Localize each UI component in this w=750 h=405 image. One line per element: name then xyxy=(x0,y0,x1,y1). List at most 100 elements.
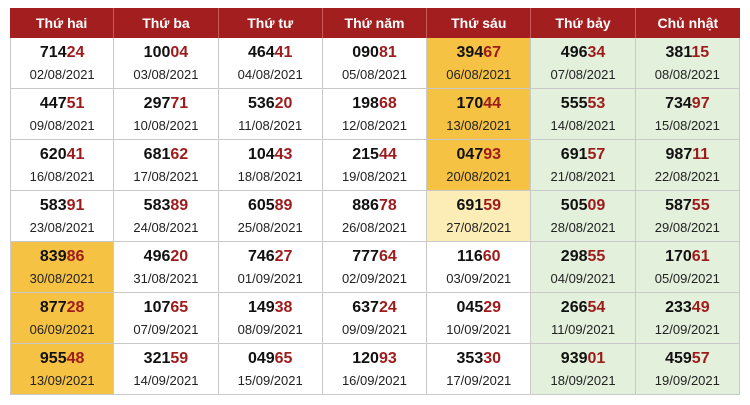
result-last-two-digits: 68 xyxy=(378,94,397,112)
result-number: 95548 xyxy=(11,349,113,369)
result-number: 04793 xyxy=(427,145,530,165)
result-last-two-digits: 93 xyxy=(378,349,397,367)
result-last-two-digits: 44 xyxy=(483,94,502,112)
result-leading-digits: 583 xyxy=(39,196,67,214)
result-date: 02/09/2021 xyxy=(341,270,408,286)
result-leading-digits: 939 xyxy=(560,349,588,367)
result-leading-digits: 297 xyxy=(143,94,171,112)
result-last-two-digits: 34 xyxy=(587,43,606,61)
result-date: 05/09/2021 xyxy=(654,270,720,286)
result-date: 13/09/2021 xyxy=(29,372,95,388)
result-last-two-digits: 65 xyxy=(170,298,189,316)
day-cell: 50509 28/08/2021 xyxy=(531,191,636,242)
result-leading-digits: 637 xyxy=(352,298,379,316)
result-leading-digits: 714 xyxy=(39,43,67,61)
day-cell: 93901 18/09/2021 xyxy=(531,344,636,395)
result-date: 18/09/2021 xyxy=(550,372,616,388)
result-last-two-digits: 64 xyxy=(378,247,397,265)
result-leading-digits: 394 xyxy=(456,43,484,61)
result-leading-digits: 047 xyxy=(456,145,484,163)
result-last-two-digits: 24 xyxy=(378,298,397,316)
result-number: 44751 xyxy=(11,94,113,114)
result-leading-digits: 233 xyxy=(665,298,692,316)
result-leading-digits: 587 xyxy=(665,196,692,214)
result-last-two-digits: 01 xyxy=(587,349,606,367)
result-leading-digits: 149 xyxy=(247,298,275,316)
result-number: 77764 xyxy=(323,247,426,267)
result-number: 53620 xyxy=(219,94,322,114)
result-number: 73497 xyxy=(636,94,739,114)
result-leading-digits: 555 xyxy=(560,94,588,112)
day-cell: 87728 06/09/2021 xyxy=(10,293,115,344)
result-leading-digits: 107 xyxy=(143,298,171,316)
result-last-two-digits: 65 xyxy=(274,349,293,367)
result-number: 93901 xyxy=(531,349,634,369)
result-leading-digits: 839 xyxy=(39,247,67,265)
result-number: 10765 xyxy=(114,298,217,318)
day-cell: 10004 03/08/2021 xyxy=(114,38,219,89)
result-leading-digits: 877 xyxy=(39,298,67,316)
result-last-two-digits: 62 xyxy=(170,145,189,163)
result-leading-digits: 321 xyxy=(143,349,171,367)
result-leading-digits: 987 xyxy=(665,145,693,163)
result-date: 29/08/2021 xyxy=(654,219,720,235)
result-last-two-digits: 30 xyxy=(483,349,502,367)
result-last-two-digits: 59 xyxy=(483,196,502,214)
result-leading-digits: 120 xyxy=(352,349,379,367)
result-date: 03/08/2021 xyxy=(133,66,199,82)
day-cell: 49634 07/08/2021 xyxy=(531,38,636,89)
result-leading-digits: 691 xyxy=(456,196,484,214)
result-last-two-digits: 48 xyxy=(66,349,85,367)
result-number: 04529 xyxy=(427,298,530,318)
result-number: 68162 xyxy=(114,145,217,165)
result-last-two-digits: 81 xyxy=(378,43,397,61)
result-number: 12093 xyxy=(323,349,426,369)
result-number: 21544 xyxy=(323,145,426,165)
day-cell: 09081 05/08/2021 xyxy=(322,38,428,89)
result-number: 69159 xyxy=(427,196,530,216)
result-number: 58389 xyxy=(114,196,217,216)
result-number: 50509 xyxy=(531,196,634,216)
result-date: 13/08/2021 xyxy=(446,117,512,133)
result-leading-digits: 734 xyxy=(665,94,692,112)
result-leading-digits: 104 xyxy=(247,145,275,163)
result-number: 10004 xyxy=(114,43,217,63)
day-cell: 55553 14/08/2021 xyxy=(531,89,636,140)
day-cell: 77764 02/09/2021 xyxy=(322,242,428,293)
result-last-two-digits: 54 xyxy=(587,298,606,316)
result-date: 04/09/2021 xyxy=(550,270,616,286)
result-date: 12/09/2021 xyxy=(654,321,720,337)
day-cell: 38115 08/08/2021 xyxy=(635,38,740,89)
result-date: 08/08/2021 xyxy=(654,66,720,82)
result-leading-digits: 049 xyxy=(247,349,275,367)
result-date: 31/08/2021 xyxy=(133,270,199,286)
day-cell: 44751 09/08/2021 xyxy=(10,89,115,140)
result-last-two-digits: 53 xyxy=(587,94,606,112)
result-leading-digits: 536 xyxy=(247,94,275,112)
result-last-two-digits: 71 xyxy=(170,94,189,112)
week-row: 44751 09/08/2021 29771 10/08/2021 53620 11/08… xyxy=(10,89,740,140)
result-number: 19868 xyxy=(323,94,426,114)
result-number: 45957 xyxy=(636,349,739,369)
result-number: 83986 xyxy=(11,247,113,267)
result-date: 01/09/2021 xyxy=(237,270,303,286)
result-leading-digits: 605 xyxy=(247,196,275,214)
result-number: 17044 xyxy=(427,94,530,114)
day-cell: 69159 27/08/2021 xyxy=(427,191,532,242)
day-cell: 17061 05/09/2021 xyxy=(635,242,740,293)
result-leading-digits: 886 xyxy=(352,196,379,214)
result-date: 17/09/2021 xyxy=(446,372,512,388)
result-date: 27/08/2021 xyxy=(446,219,512,235)
result-last-two-digits: 27 xyxy=(274,247,293,265)
day-cell: 21544 19/08/2021 xyxy=(322,140,428,191)
result-last-two-digits: 61 xyxy=(691,247,710,265)
day-cell: 10443 18/08/2021 xyxy=(218,140,323,191)
result-leading-digits: 746 xyxy=(247,247,275,265)
result-number: 23349 xyxy=(636,298,739,318)
result-last-two-digits: 57 xyxy=(587,145,606,163)
day-cell: 88678 26/08/2021 xyxy=(322,191,428,242)
result-number: 49620 xyxy=(114,247,217,267)
result-leading-digits: 620 xyxy=(39,145,67,163)
result-number: 32159 xyxy=(114,349,217,369)
day-cell: 10765 07/09/2021 xyxy=(114,293,219,344)
